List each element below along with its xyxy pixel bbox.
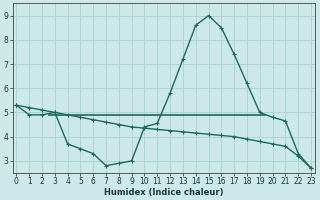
X-axis label: Humidex (Indice chaleur): Humidex (Indice chaleur) <box>104 188 223 197</box>
